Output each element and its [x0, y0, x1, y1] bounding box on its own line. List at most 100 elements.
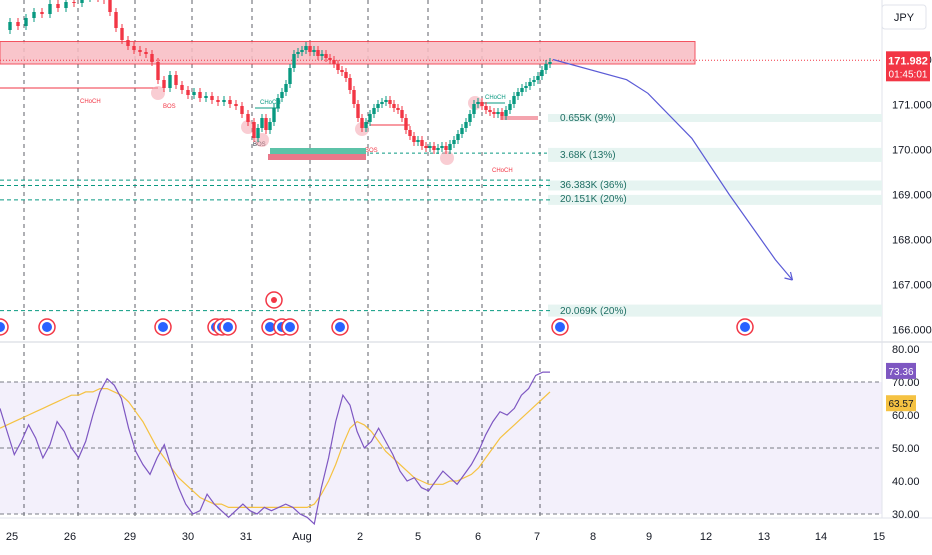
candle-body [24, 18, 28, 26]
volume-level-label: 0.655K (9%) [560, 113, 616, 124]
candle-body [396, 108, 400, 110]
candle-body [280, 92, 284, 98]
swing-point-highlight [151, 86, 165, 100]
candle-body [192, 92, 196, 95]
candle-body [408, 130, 412, 136]
candle-body [500, 112, 504, 116]
order-block [268, 154, 366, 160]
candle-body [174, 75, 178, 85]
candle-body [540, 70, 544, 76]
candle-body [548, 62, 552, 64]
candle-body [256, 128, 260, 138]
event-marker-icon[interactable] [38, 318, 56, 336]
candle-body [440, 146, 444, 148]
event-marker-icon[interactable] [154, 318, 172, 336]
candle-body [222, 100, 226, 102]
candle-body [246, 114, 250, 122]
candle-body [432, 146, 436, 150]
price-badge: 171.982 01:45:01 [886, 51, 930, 82]
candle-body [32, 12, 36, 18]
event-marker-icon[interactable] [281, 318, 299, 336]
candle-body [392, 104, 396, 108]
event-marker-icon[interactable] [331, 318, 349, 336]
candle-body [380, 102, 384, 104]
candle-body [388, 100, 392, 104]
candle-body [532, 80, 536, 82]
event-marker-core[interactable] [42, 322, 52, 332]
candle-body [524, 86, 528, 88]
time-tick-label: 15 [873, 531, 885, 543]
event-marker-core[interactable] [265, 322, 275, 332]
rsi-ma-badge-value: 63.57 [888, 399, 913, 410]
event-marker-core[interactable] [0, 322, 5, 332]
time-tick-label: 12 [700, 531, 712, 543]
price-tick-label: 167.000 [892, 280, 932, 292]
candle-body [348, 78, 352, 90]
candle-body [56, 4, 60, 8]
currency-button-box[interactable] [881, 4, 927, 30]
rsi-tick-label: 30.00 [892, 509, 920, 521]
candle-body [40, 12, 44, 14]
candle-body [108, 0, 112, 12]
price-badge-bg [886, 51, 930, 82]
event-marker-core[interactable] [740, 322, 750, 332]
candle-body [72, 2, 76, 3]
candle-body [210, 96, 214, 100]
volume-level-label: 20.151K (20%) [560, 194, 627, 205]
candle-body [252, 122, 256, 138]
choch-label: CHoCH [485, 95, 506, 101]
rsi-ma-badge: 63.57 [886, 395, 916, 412]
volume-zone [548, 180, 882, 191]
time-tick-label: 7 [534, 531, 540, 543]
candle-body [484, 106, 488, 110]
price-badge-value: 171.982 [888, 55, 928, 67]
time-tick-label: 30 [182, 531, 194, 543]
candle-body [544, 64, 548, 70]
swing-point-highlight [440, 151, 454, 165]
candle-body [404, 118, 408, 130]
candle-body [444, 146, 448, 150]
event-marker-core[interactable] [223, 322, 233, 332]
event-marker-icon[interactable] [219, 318, 237, 336]
candle-body [416, 140, 420, 142]
candle-body [360, 118, 364, 128]
candle-body [198, 92, 202, 98]
candle-body [228, 100, 232, 104]
rsi-badge-bg [886, 362, 916, 379]
bos-label: BOS [365, 148, 378, 154]
candle-body [316, 50, 320, 56]
event-marker-icon[interactable] [0, 318, 9, 336]
candle-body [412, 136, 416, 142]
swing-point-highlight [241, 120, 255, 134]
price-tick-label: 166.000 [892, 325, 932, 337]
candle-body [508, 104, 512, 110]
rsi-value-badge: 73.36 [886, 362, 916, 379]
candle-body [492, 112, 496, 114]
event-marker-core[interactable] [335, 322, 345, 332]
candle-body [120, 28, 124, 40]
candle-body [204, 96, 208, 98]
time-tick-label: 31 [240, 531, 252, 543]
candle-body [424, 146, 428, 148]
volume-level-label: 3.68K (13%) [560, 150, 616, 161]
event-marker-icon[interactable] [736, 318, 754, 336]
rsi-badge-value: 73.36 [888, 367, 913, 378]
candle-body [8, 22, 12, 30]
candle-body [356, 104, 360, 118]
volume-zone [548, 114, 882, 122]
event-marker-core[interactable] [158, 322, 168, 332]
event-marker-core[interactable] [285, 322, 295, 332]
candle-body [328, 58, 332, 60]
event-marker-icon[interactable] [551, 318, 569, 336]
bos-label: BOS [163, 104, 176, 110]
event-marker-icon[interactable] [265, 291, 283, 309]
candle-body [276, 98, 280, 108]
candle-body [114, 12, 118, 28]
event-marker-core[interactable] [271, 297, 277, 303]
time-tick-label: 9 [646, 531, 652, 543]
candle-body [292, 54, 296, 68]
event-marker-core[interactable] [555, 322, 565, 332]
choch-label: CHoCH [492, 168, 513, 174]
currency-button[interactable]: JPY [881, 4, 927, 30]
